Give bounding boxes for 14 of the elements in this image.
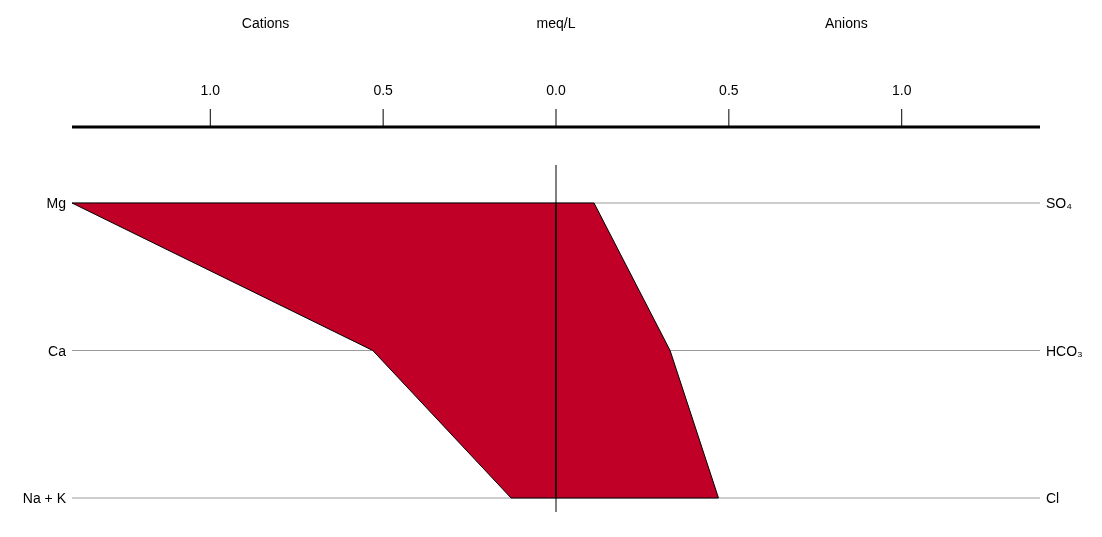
text: Cations — [241, 15, 290, 31]
y-tick-label: Mg — [46, 195, 66, 211]
y-tick-label: Na + K — [22, 490, 67, 506]
x-tick-label: 0.5 — [373, 82, 394, 98]
y2-tick-label: Cl — [1046, 490, 1060, 506]
y2-tick-label: SO₄ — [1046, 195, 1073, 211]
x-tick-label: 0.5 — [719, 82, 739, 98]
x-tick-label: 1.0 — [200, 82, 221, 98]
x-axis-title: meq/L — [536, 15, 576, 31]
y-tick-label: Ca — [48, 342, 67, 359]
text: Anions — [824, 15, 868, 31]
x-tick-label: 0.0 — [546, 82, 566, 98]
y2-tick-label: HCO₃ — [1046, 342, 1083, 359]
x-tick-label: 1.0 — [891, 82, 912, 98]
